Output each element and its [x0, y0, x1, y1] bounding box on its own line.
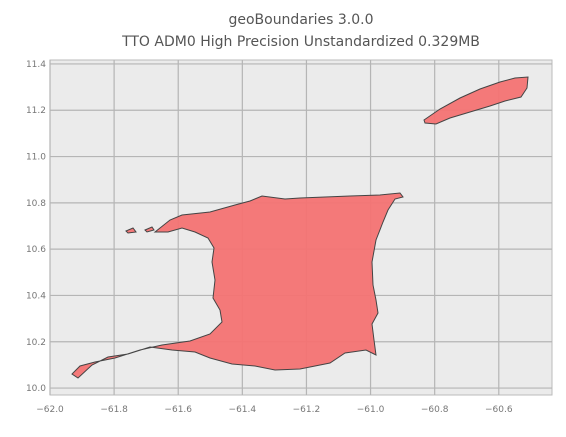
tobago [423, 76, 529, 125]
x-tick-label: −61.8 [100, 405, 128, 415]
x-tick-label: −60.8 [421, 405, 449, 415]
y-tick-label: 11.2 [26, 106, 46, 116]
y-tick-label: 10.2 [26, 338, 46, 348]
x-tick-label: −60.6 [485, 405, 513, 415]
x-tick-label: −61.6 [164, 405, 192, 415]
small-island [125, 227, 137, 234]
x-tick-label: −61.0 [357, 405, 385, 415]
x-tick-label: −62.0 [36, 405, 64, 415]
y-tick-label: 10.8 [26, 199, 46, 209]
y-tick-label: 10.6 [26, 245, 46, 255]
y-tick-label: 10.0 [26, 384, 46, 394]
small-island [144, 226, 155, 233]
y-tick-label: 11.4 [26, 60, 46, 70]
chart-title: geoBoundaries 3.0.0 [228, 12, 373, 28]
trinidad [71, 192, 404, 379]
y-tick-label: 11.0 [26, 153, 46, 163]
x-tick-label: −61.2 [293, 405, 321, 415]
x-tick-label: −61.4 [229, 405, 257, 415]
y-tick-label: 10.4 [26, 291, 46, 301]
chart-subtitle: TTO ADM0 High Precision Unstandardized 0… [121, 34, 480, 50]
